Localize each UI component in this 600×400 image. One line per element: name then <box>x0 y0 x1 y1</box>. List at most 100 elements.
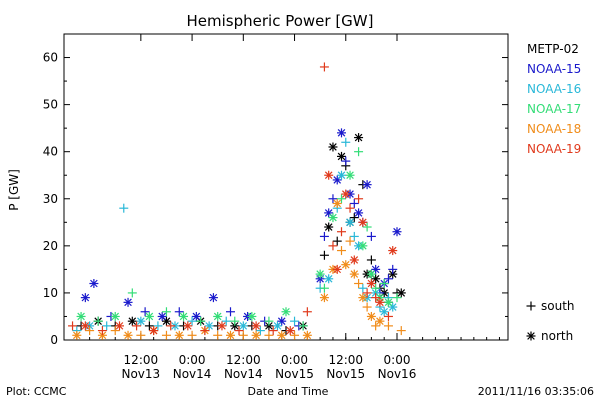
data-point-metp-02 <box>396 288 406 298</box>
data-point-noaa-19 <box>328 241 338 251</box>
data-point-noaa-19 <box>234 326 244 336</box>
data-point-noaa-17 <box>281 307 291 317</box>
data-point-noaa-18 <box>345 236 355 246</box>
data-point-noaa-19 <box>200 326 210 336</box>
data-point-noaa-16 <box>349 231 359 241</box>
data-point-noaa-16 <box>187 316 197 326</box>
x-tick-date-label: Nov16 <box>378 367 417 381</box>
data-point-noaa-15 <box>337 128 346 138</box>
data-point-noaa-19 <box>362 288 372 298</box>
data-point-noaa-17 <box>392 293 402 303</box>
data-point-noaa-17 <box>161 307 171 317</box>
data-point-noaa-19 <box>183 321 193 331</box>
data-point-noaa-18 <box>187 330 197 340</box>
data-point-noaa-17 <box>213 311 223 321</box>
data-point-noaa-17 <box>196 316 206 326</box>
data-point-noaa-18 <box>375 316 385 326</box>
plot-axes <box>63 33 509 341</box>
data-point-noaa-17 <box>362 222 372 232</box>
x-tick-time-label: 0:00 <box>384 353 411 367</box>
y-tick-label: 0 <box>50 333 58 347</box>
data-point-noaa-19 <box>132 321 142 331</box>
data-point-noaa-19 <box>268 326 278 336</box>
data-point-noaa-17 <box>319 283 329 293</box>
series-legend: METP-02 NOAA-15 NOAA-16 NOAA-17 NOAA-18 NOAA-… <box>527 42 581 156</box>
data-point-noaa-19 <box>366 279 376 289</box>
data-point-noaa-15 <box>354 208 364 218</box>
data-point-noaa-19 <box>319 62 329 72</box>
marker-legend-symbol-north <box>526 331 536 341</box>
data-point-noaa-18 <box>383 321 393 331</box>
data-point-noaa-18 <box>302 330 312 340</box>
data-point-noaa-17 <box>264 316 274 326</box>
data-point-noaa-18 <box>97 330 107 340</box>
data-point-noaa-17 <box>298 321 308 331</box>
data-point-noaa-16 <box>341 137 351 147</box>
marker-legend: south north <box>526 299 575 343</box>
y-axis-label: P [GW] <box>7 169 21 211</box>
data-point-noaa-16 <box>153 321 163 331</box>
data-point-noaa-19 <box>341 189 351 199</box>
y-tick-label: 40 <box>43 145 58 159</box>
data-point-noaa-18 <box>136 330 146 340</box>
data-point-noaa-19 <box>332 264 342 274</box>
data-point-metp-02 <box>388 269 398 279</box>
data-point-noaa-19 <box>166 321 176 331</box>
y-tick-label: 60 <box>43 51 58 65</box>
y-tick-label: 50 <box>43 98 58 112</box>
data-point-noaa-18 <box>72 330 82 340</box>
x-tick-date-label: Nov15 <box>275 367 314 381</box>
data-point-noaa-18 <box>290 330 300 340</box>
data-point-metp-02 <box>337 151 346 161</box>
data-point-noaa-19 <box>354 194 364 204</box>
data-point-noaa-19 <box>324 170 334 180</box>
legend-entry-noaa-17: NOAA-17 <box>527 102 581 116</box>
data-point-metp-02 <box>319 250 329 260</box>
chart-title: Hemispheric Power [GW] <box>187 12 374 30</box>
plot-frame <box>63 33 509 341</box>
data-point-noaa-15 <box>388 264 398 274</box>
x-tick-date-label: Nov15 <box>326 367 365 381</box>
data-point-noaa-16 <box>204 321 214 331</box>
marker-legend-label-south: south <box>541 299 575 313</box>
data-point-noaa-19 <box>302 307 312 317</box>
data-point-metp-02 <box>144 321 154 331</box>
data-point-noaa-16 <box>255 326 265 336</box>
legend-entry-noaa-16: NOAA-16 <box>527 82 581 96</box>
data-point-noaa-18 <box>213 330 223 340</box>
data-point-noaa-16 <box>379 307 389 317</box>
data-point-noaa-19 <box>358 217 368 227</box>
legend-entry-noaa-15: NOAA-15 <box>527 62 581 76</box>
data-point-noaa-18 <box>161 330 171 340</box>
data-point-noaa-16 <box>358 283 368 293</box>
x-tick-time-label: 12:00 <box>328 353 363 367</box>
data-point-noaa-19 <box>97 326 107 336</box>
data-point-noaa-19 <box>375 297 385 307</box>
data-point-noaa-16 <box>221 316 231 326</box>
footer-x-axis-label: Date and Time <box>248 385 329 398</box>
data-point-noaa-15 <box>349 198 359 208</box>
x-tick-time-label: 12:00 <box>226 353 261 367</box>
data-point-noaa-15 <box>226 307 235 317</box>
x-axis-ticks: 12:00Nov130:00Nov1412:00Nov140:00Nov1512… <box>63 34 500 381</box>
data-point-noaa-19 <box>388 246 398 256</box>
data-point-noaa-18 <box>110 326 120 336</box>
data-point-noaa-18 <box>371 321 381 331</box>
data-point-noaa-16 <box>272 321 282 331</box>
data-point-metp-02 <box>328 142 338 152</box>
data-point-noaa-18 <box>85 326 95 336</box>
data-point-noaa-19 <box>149 326 159 336</box>
y-tick-label: 30 <box>43 192 58 206</box>
data-point-noaa-16 <box>119 203 129 213</box>
data-point-noaa-18 <box>396 326 406 336</box>
data-point-noaa-15 <box>123 297 133 307</box>
data-point-noaa-16 <box>324 274 334 284</box>
data-point-noaa-19 <box>383 311 393 321</box>
data-point-noaa-15 <box>383 274 393 284</box>
data-point-noaa-15 <box>191 311 201 321</box>
data-point-noaa-17 <box>354 147 364 157</box>
data-point-noaa-18 <box>354 279 364 289</box>
data-point-noaa-16 <box>290 316 300 326</box>
data-point-noaa-16 <box>337 170 346 180</box>
